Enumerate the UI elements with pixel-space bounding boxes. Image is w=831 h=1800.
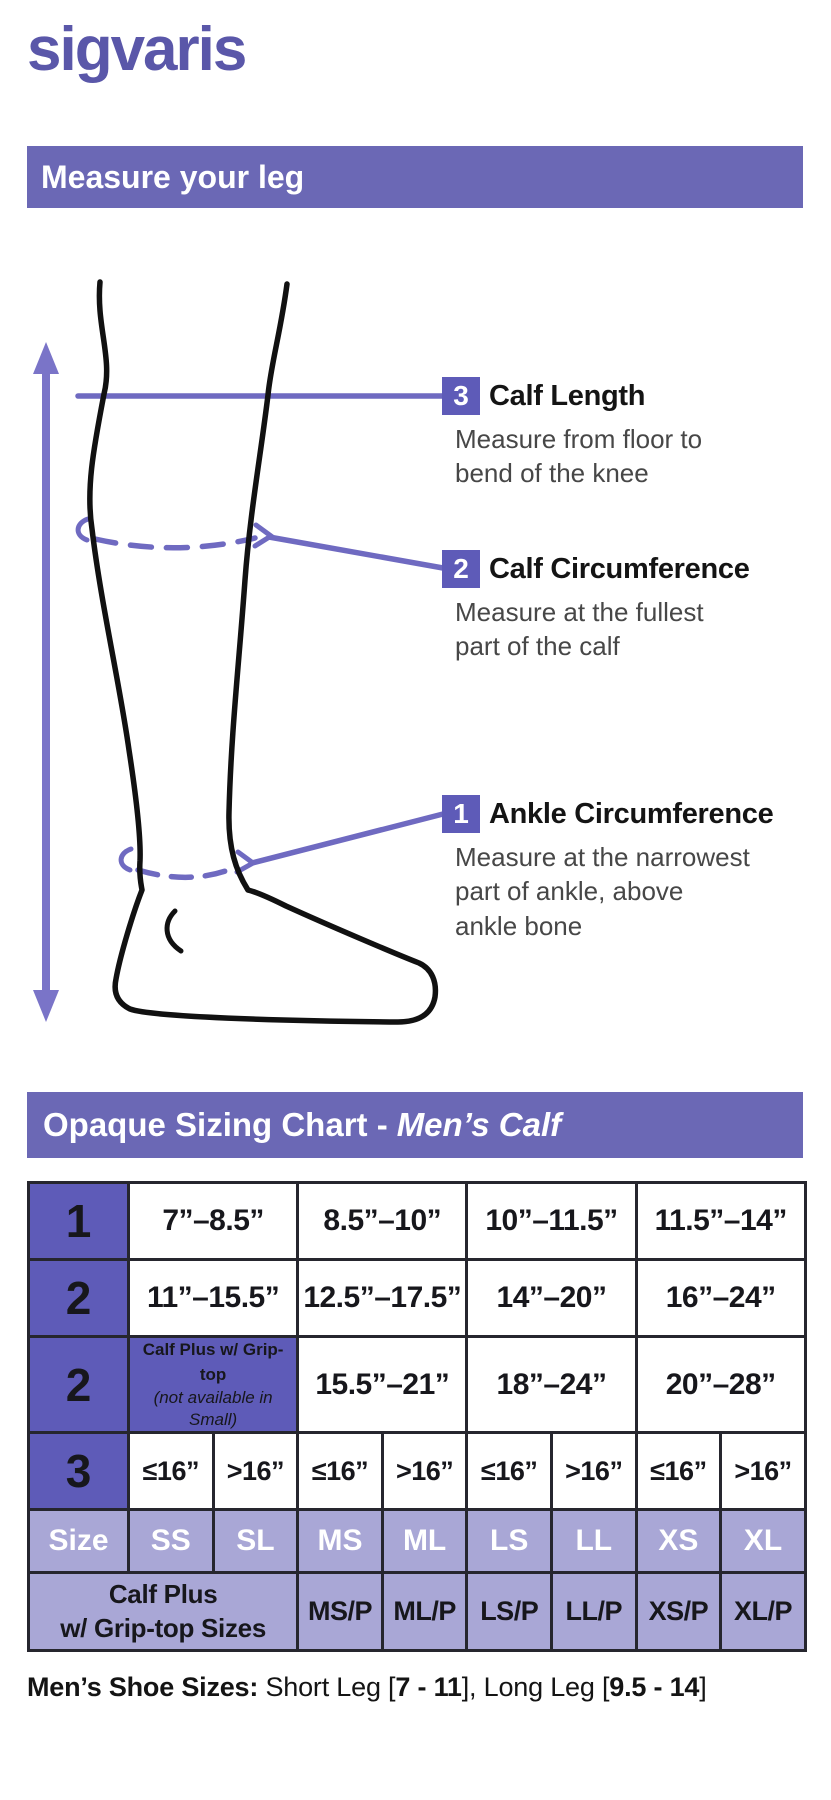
table-row-grip-top-sizes: Calf Plus w/ Grip-top Sizes MS/P ML/P LS… [26,1571,807,1653]
size-ls: LS [465,1508,553,1575]
table-row-calf-circumference: 2 11”–15.5” 12.5”–17.5” 14”–20” 16”–24” [27,1258,807,1338]
calf-range-xlarge: 16”–24” [634,1258,807,1338]
length-ss: ≤16” [127,1431,215,1512]
grip-size-msp: MS/P [296,1571,384,1653]
length-ls: ≤16” [465,1431,553,1512]
calf-circumference-description: Measure at the fullest part of the calf [455,597,704,662]
size-xl: XL [719,1508,807,1575]
size-ss: SS [127,1508,215,1575]
grip-size-llp: LL/P [550,1571,638,1653]
calf-connector [266,534,446,571]
length-sl: >16” [211,1431,300,1512]
calf-plus-range-large: 18”–24” [465,1334,638,1435]
grip-top-sizes-header: Calf Plus w/ Grip-top Sizes [26,1571,300,1653]
right-leg [226,281,290,893]
label-ankle-circumference: 1 Ankle Circumference Measure at the nar… [442,795,774,943]
table-row-ankle-circumference: 1 7”–8.5” 8.5”–10” 10”–11.5” 11.5”–14” [27,1181,807,1261]
length-xs: ≤16” [634,1431,723,1512]
ankle-circumference-description: Measure at the narrowest part of ankle, … [455,842,750,941]
ankle-dashed-line [118,846,258,881]
ankle-circumference-title: Ankle Circumference [489,797,774,830]
calf-plus-note: Calf Plus w/ Grip-top (not available in … [126,1334,300,1435]
grip-size-mlp: ML/P [380,1571,469,1653]
calf-dashed-line [75,516,276,551]
leg-measurement-diagram: 3 Calf Length Measure from floor to bend… [0,208,831,1092]
size-ml: ML [380,1508,469,1575]
size-ll: LL [550,1508,638,1575]
calf-plus-note-title: Calf Plus w/ Grip-top [142,1340,284,1384]
step-1-badge: 1 [442,795,480,833]
grip-size-xlp: XL/P [719,1571,807,1653]
size-header: Size [27,1508,130,1575]
left-leg-and-foot [87,279,439,1025]
calf-plus-range-xlarge: 20”–28” [634,1334,807,1435]
size-ms: MS [296,1508,384,1575]
label-calf-circumference: 2 Calf Circumference Measure at the full… [442,550,750,664]
ankle-range-xlarge: 11.5”–14” [634,1181,807,1261]
length-xl: >16” [719,1431,807,1512]
leg-outline [87,279,439,1025]
grip-size-lsp: LS/P [465,1571,553,1653]
measure-your-leg-title: Measure your leg [41,158,305,195]
opaque-sizing-table: 1 7”–8.5” 8.5”–10” 10”–11.5” 11.5”–14” 2… [26,1181,807,1653]
row-2plus-number: 2 [27,1334,130,1435]
length-ms: ≤16” [296,1431,384,1512]
calf-range-medium: 12.5”–17.5” [296,1258,469,1338]
sigvaris-logo: sigvaris [27,15,247,84]
grip-size-xsp: XS/P [634,1571,723,1653]
calf-range-small: 11”–15.5” [126,1258,300,1338]
row-3-number: 3 [27,1431,130,1512]
step-2-badge: 2 [442,550,480,588]
size-xs: XS [634,1508,723,1575]
leg-diagram-graphic [33,279,446,1025]
calf-length-description: Measure from floor to bend of the knee [455,424,703,489]
ankle-bone-mark [164,908,184,954]
calf-plus-range-medium: 15.5”–21” [296,1334,469,1435]
calf-range-large: 14”–20” [465,1258,638,1338]
shoe-sizes-label: Men’s Shoe Sizes: [27,1672,259,1702]
ankle-range-small: 7”–8.5” [126,1181,300,1261]
calf-length-title: Calf Length [489,379,646,412]
calf-length-arrow [33,342,59,1022]
measure-your-leg-header: Measure your leg [27,146,803,208]
size-sl: SL [211,1508,300,1575]
label-calf-length: 3 Calf Length Measure from floor to bend… [442,377,702,491]
ankle-range-large: 10”–11.5” [465,1181,638,1261]
row-1-number: 1 [27,1181,130,1261]
shoe-sizes-note: Men’s Shoe Sizes: Short Leg [7 - 11], Lo… [27,1672,707,1702]
sizing-chart-header: Opaque Sizing Chart - Men’s Calf [27,1092,803,1158]
calf-plus-note-sub: (not available in Small) [153,1388,273,1430]
step-3-badge: 3 [442,377,480,415]
length-ll: >16” [550,1431,638,1512]
row-2-number: 2 [27,1258,130,1338]
length-ml: >16” [380,1431,469,1512]
table-row-size: Size SS SL MS ML LS LL XS XL [27,1508,807,1575]
calf-circumference-title: Calf Circumference [489,552,750,585]
table-row-calf-length: 3 ≤16” >16” ≤16” >16” ≤16” >16” ≤16” >16… [27,1431,807,1512]
ankle-range-medium: 8.5”–10” [296,1181,469,1261]
sizing-chart-title: Opaque Sizing Chart - [43,1106,388,1143]
sizing-chart-title-italic: Men’s Calf [396,1106,562,1143]
table-row-calf-plus: 2 Calf Plus w/ Grip-top (not available i… [27,1334,807,1435]
ankle-connector [249,811,446,866]
